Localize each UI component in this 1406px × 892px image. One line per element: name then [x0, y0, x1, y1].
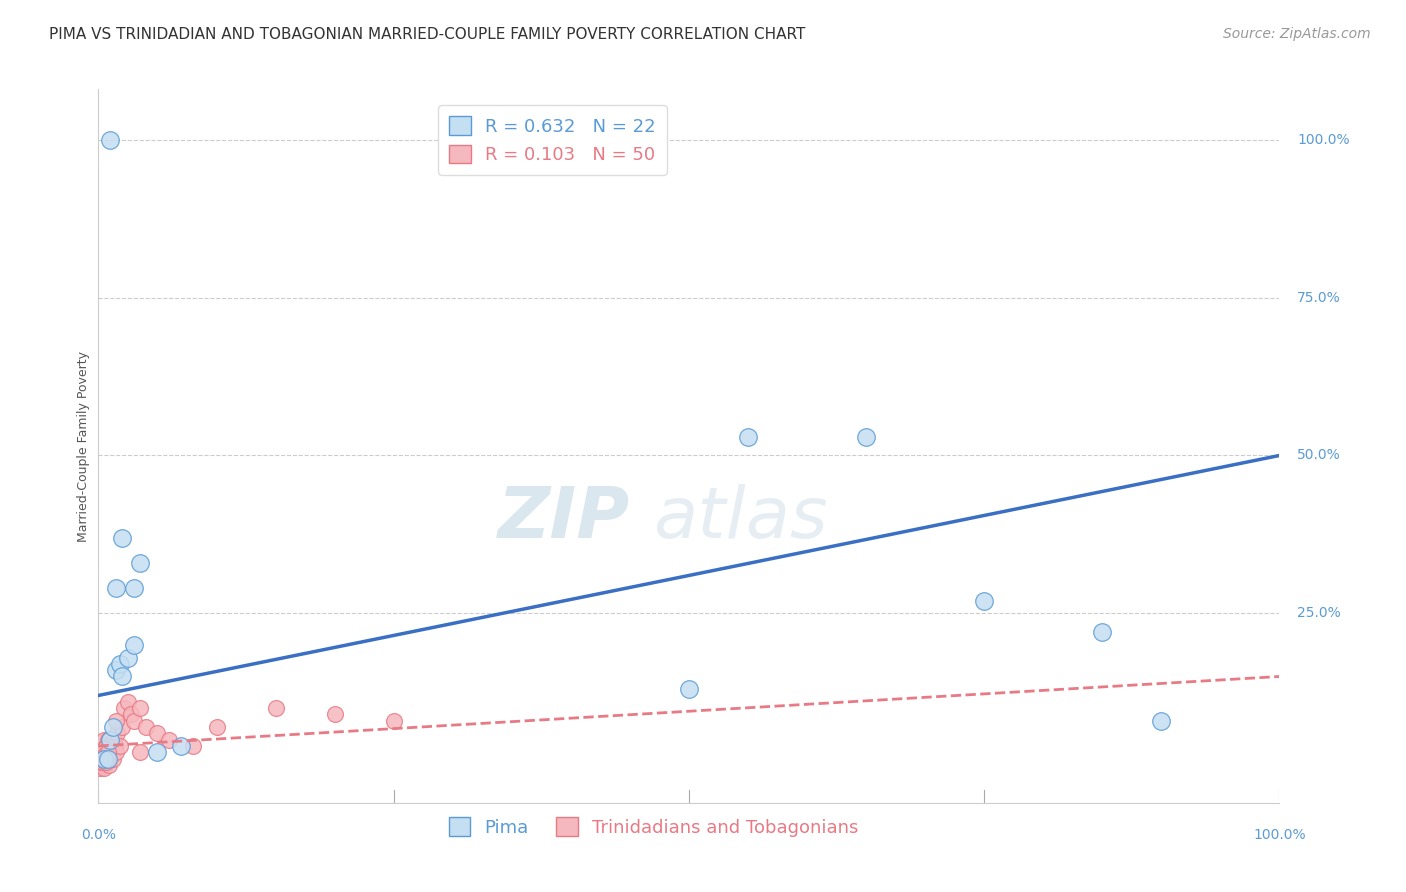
Point	[98, 133, 121, 147]
Text: Source: ZipAtlas.com: Source: ZipAtlas.com	[1223, 27, 1371, 41]
Point	[1091, 625, 1114, 640]
Point	[96, 751, 118, 765]
Point	[111, 531, 134, 545]
Point	[128, 701, 150, 715]
Point	[105, 663, 128, 677]
Point	[91, 758, 114, 772]
Point	[93, 745, 115, 759]
Point	[96, 742, 118, 756]
Point	[1150, 714, 1173, 728]
Point	[205, 720, 228, 734]
Point	[98, 739, 121, 753]
Point	[105, 745, 128, 759]
Point	[97, 751, 120, 765]
Point	[91, 745, 114, 759]
Point	[264, 701, 287, 715]
Point	[94, 748, 117, 763]
Point	[323, 707, 346, 722]
Point	[94, 751, 117, 765]
Point	[112, 701, 135, 715]
Point	[97, 745, 120, 759]
Point	[93, 751, 115, 765]
Point	[128, 556, 150, 570]
Point	[93, 732, 115, 747]
Point	[98, 751, 121, 765]
Point	[973, 593, 995, 607]
Point	[111, 669, 134, 683]
Point	[146, 726, 169, 740]
Point	[93, 761, 115, 775]
Point	[108, 739, 131, 753]
Point	[737, 429, 759, 443]
Point	[122, 714, 145, 728]
Point	[157, 732, 180, 747]
Point	[89, 755, 111, 769]
Point	[104, 739, 127, 753]
Point	[111, 720, 134, 734]
Text: 75.0%: 75.0%	[1298, 291, 1341, 304]
Point	[91, 751, 114, 765]
Point	[121, 707, 143, 722]
Y-axis label: Married-Couple Family Poverty: Married-Couple Family Poverty	[77, 351, 90, 541]
Point	[93, 742, 115, 756]
Point	[90, 748, 112, 763]
Point	[181, 739, 204, 753]
Point	[122, 638, 145, 652]
Point	[105, 726, 128, 740]
Point	[91, 755, 114, 769]
Point	[91, 755, 114, 769]
Point	[122, 581, 145, 595]
Text: 25.0%: 25.0%	[1298, 607, 1341, 620]
Point	[117, 650, 139, 665]
Point	[96, 755, 118, 769]
Point	[117, 695, 139, 709]
Text: atlas: atlas	[654, 484, 828, 553]
Point	[855, 429, 877, 443]
Point	[98, 758, 121, 772]
Point	[170, 739, 193, 753]
Text: 100.0%: 100.0%	[1253, 828, 1306, 842]
Point	[94, 739, 117, 753]
Point	[94, 755, 117, 769]
Point	[89, 761, 111, 775]
Point	[101, 720, 124, 734]
Text: 100.0%: 100.0%	[1298, 133, 1350, 146]
Point	[135, 720, 157, 734]
Point	[382, 714, 405, 728]
Text: ZIP: ZIP	[498, 484, 630, 553]
Text: 0.0%: 0.0%	[82, 828, 115, 842]
Point	[128, 745, 150, 759]
Point	[98, 732, 121, 747]
Point	[105, 714, 128, 728]
Text: PIMA VS TRINIDADIAN AND TOBAGONIAN MARRIED-COUPLE FAMILY POVERTY CORRELATION CHA: PIMA VS TRINIDADIAN AND TOBAGONIAN MARRI…	[49, 27, 806, 42]
Point	[90, 748, 112, 763]
Point	[97, 732, 120, 747]
Point	[100, 745, 122, 759]
Point	[678, 682, 700, 697]
Point	[101, 751, 124, 765]
Text: 50.0%: 50.0%	[1298, 449, 1341, 462]
Point	[146, 745, 169, 759]
Point	[108, 657, 131, 671]
Point	[90, 758, 112, 772]
Point	[105, 581, 128, 595]
Point	[103, 732, 125, 747]
Legend: Pima, Trinidadians and Tobagonians: Pima, Trinidadians and Tobagonians	[441, 810, 866, 844]
Point	[97, 751, 120, 765]
